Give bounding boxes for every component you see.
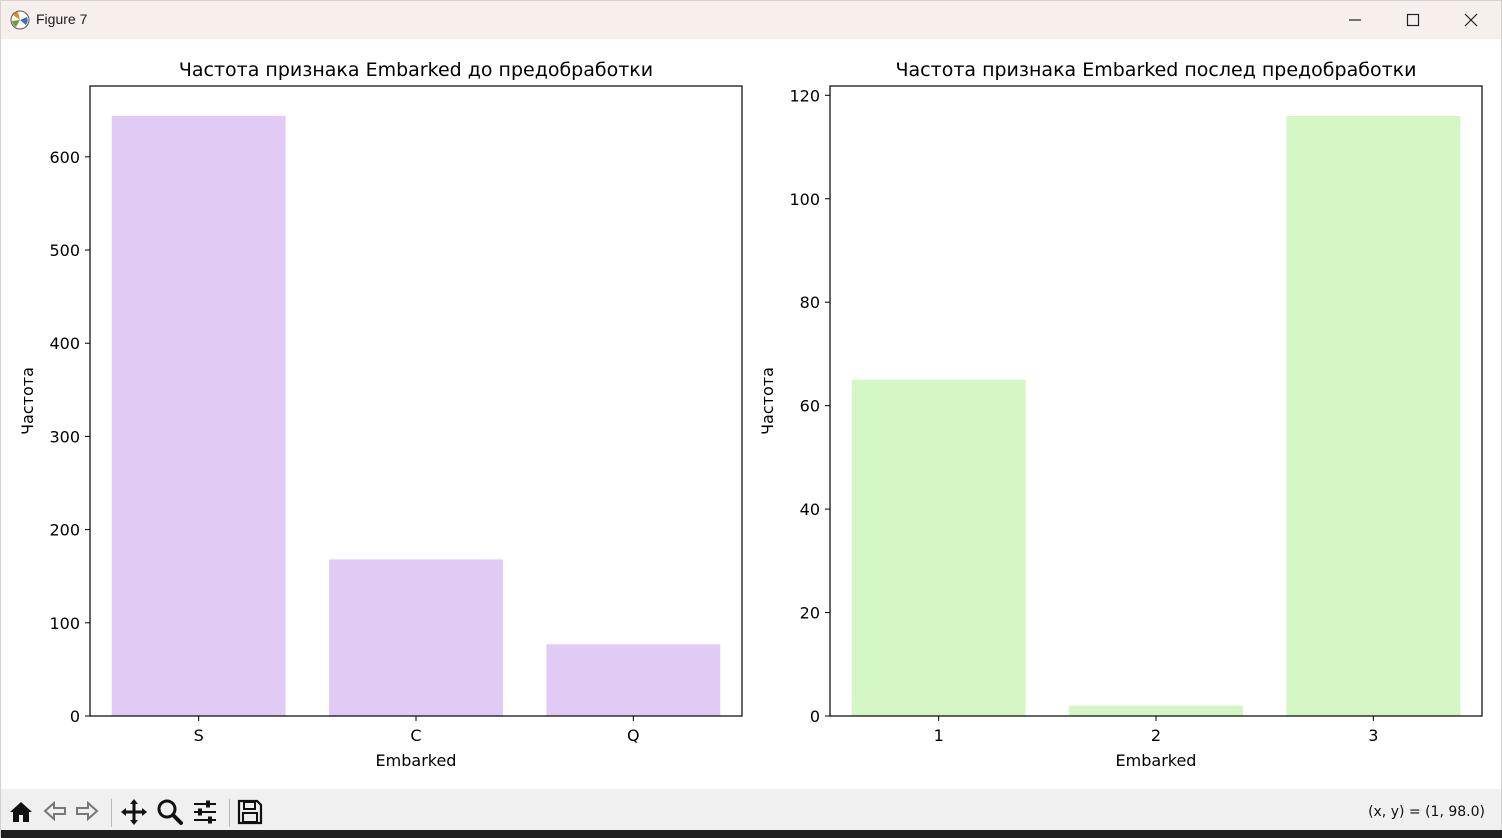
save-icon <box>237 799 263 825</box>
chart-title: Частота признака Embarked до предобработ… <box>179 59 653 81</box>
home-button[interactable] <box>5 796 37 828</box>
y-tick-label: 100 <box>789 190 820 209</box>
y-tick-label: 120 <box>789 86 820 105</box>
x-axis-label: Embarked <box>376 751 457 770</box>
forward-icon <box>76 800 99 822</box>
x-tick-label: 2 <box>1151 726 1161 745</box>
y-tick-label: 40 <box>800 500 820 519</box>
zoom-button[interactable] <box>154 796 186 828</box>
y-tick-label: 0 <box>70 707 80 726</box>
minimize-button[interactable] <box>1326 1 1384 39</box>
configure-subplots-button[interactable] <box>189 796 221 828</box>
back-icon <box>43 800 66 822</box>
cursor-coordinates: (x, y) = (1, 98.0) <box>1368 804 1485 820</box>
bar <box>111 115 286 716</box>
toolbar-separator <box>111 799 112 827</box>
configure-subplots-icon <box>194 800 216 824</box>
close-button[interactable] <box>1442 1 1500 39</box>
back-button[interactable] <box>39 796 71 828</box>
y-axis-label: Частота <box>758 367 777 435</box>
close-icon <box>1464 13 1478 27</box>
zoom-icon <box>157 799 183 825</box>
y-tick-label: 0 <box>810 707 820 726</box>
y-tick-label: 600 <box>49 148 80 167</box>
y-tick-label: 60 <box>800 397 820 416</box>
maximize-icon <box>1406 13 1420 27</box>
bar <box>1069 705 1243 716</box>
bar <box>546 644 721 716</box>
x-tick-label: 3 <box>1368 726 1378 745</box>
bar <box>1286 116 1461 716</box>
x-tick-label: 1 <box>934 726 944 745</box>
y-tick-label: 400 <box>49 334 80 353</box>
y-tick-label: 200 <box>49 521 80 540</box>
bar <box>851 379 1026 716</box>
taskbar-strip <box>1 830 1502 838</box>
title-bar[interactable]: Figure 7 <box>1 1 1501 39</box>
x-tick-label: Q <box>627 726 640 745</box>
toolbar-separator <box>229 799 230 827</box>
x-tick-label: S <box>194 726 204 745</box>
home-icon <box>10 802 32 822</box>
y-tick-label: 100 <box>49 614 80 633</box>
pan-icon <box>121 799 147 825</box>
x-tick-label: C <box>410 726 421 745</box>
minimize-icon <box>1349 19 1361 21</box>
x-axis-label: Embarked <box>1116 751 1197 770</box>
forward-button[interactable] <box>71 796 103 828</box>
y-tick-label: 80 <box>800 293 820 312</box>
maximize-button[interactable] <box>1384 1 1442 39</box>
window-title: Figure 7 <box>36 11 88 27</box>
pan-button[interactable] <box>118 796 150 828</box>
chart-title: Частота признака Embarked послед предобр… <box>896 59 1417 81</box>
navigation-toolbar: (x, y) = (1, 98.0) <box>1 789 1501 835</box>
y-axis-label: Частота <box>18 367 37 435</box>
matplotlib-app-icon <box>10 10 30 30</box>
y-tick-label: 500 <box>49 241 80 260</box>
save-button[interactable] <box>234 796 266 828</box>
y-tick-label: 20 <box>800 604 820 623</box>
bar <box>329 559 503 716</box>
y-tick-label: 300 <box>49 427 80 446</box>
